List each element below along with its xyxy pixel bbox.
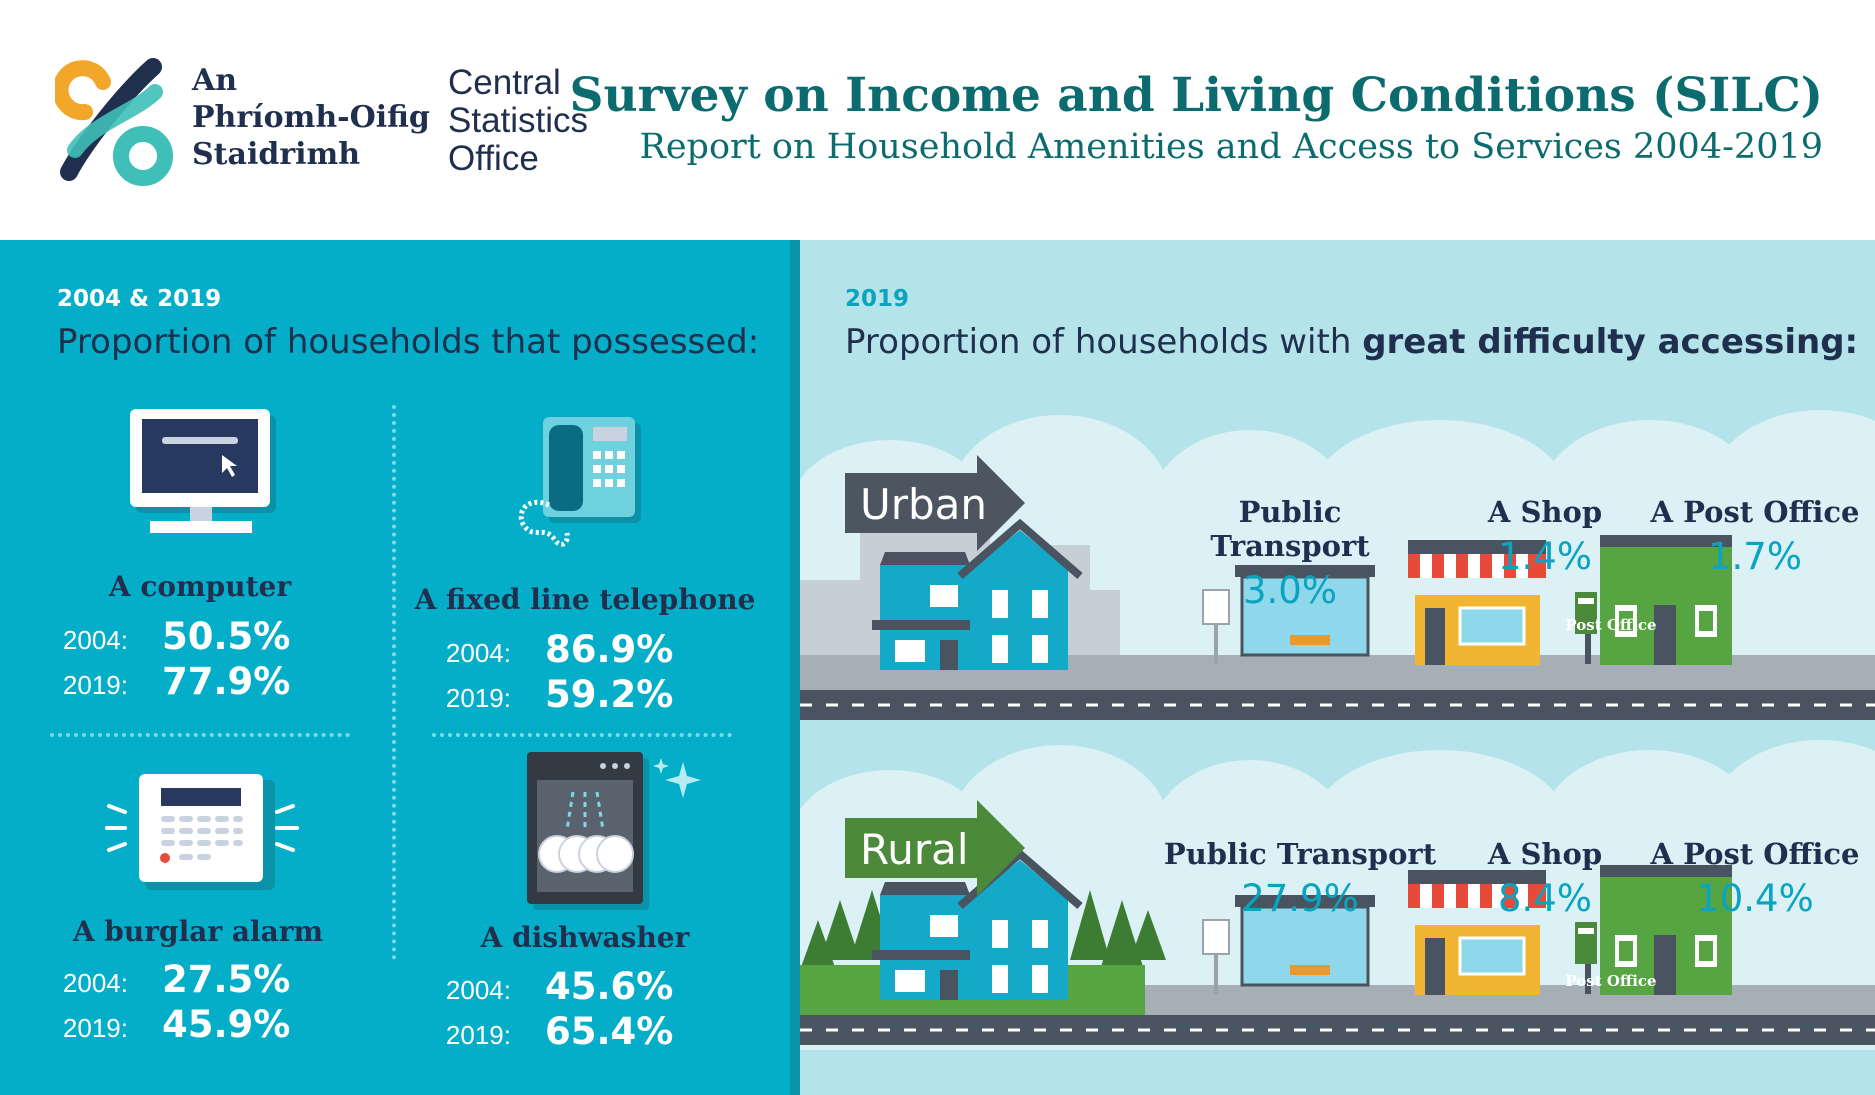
- urban-arrow-icon: [845, 455, 1025, 551]
- page-title-block: Survey on Income and Living Conditions (…: [570, 68, 1824, 170]
- access-heading-plain: Proportion of households with: [845, 322, 1363, 362]
- service-name: Public Transport: [1210, 495, 1370, 563]
- rural-arrow-icon: [845, 800, 1025, 896]
- urban-shop-stat: A Shop 1.4%: [1470, 495, 1620, 578]
- dishwasher-2019-row: 2019: 65.4%: [403, 1010, 763, 1053]
- urban-shop: [1408, 540, 1546, 665]
- dishwasher-icon: [527, 752, 701, 910]
- year-2004-label: 2004:: [445, 975, 511, 1005]
- service-value: 8.4%: [1498, 877, 1592, 920]
- rural-public-transport: Public Transport 27.9%: [1155, 837, 1445, 920]
- vertical-divider: [392, 405, 396, 960]
- telephone-2004-value: 86.9%: [545, 628, 674, 671]
- year-2019-label: 2019:: [62, 670, 128, 700]
- panel-divider: [790, 240, 800, 1095]
- urban-post-office: [1575, 535, 1732, 665]
- telephone-icon: [518, 417, 641, 547]
- rural-post-office-stat: A Post Office 10.4%: [1640, 837, 1870, 920]
- item-computer-name: A computer: [108, 570, 292, 603]
- telephone-2019-row: 2019: 59.2%: [403, 673, 763, 716]
- page-title: Survey on Income and Living Conditions (…: [569, 68, 1824, 123]
- dishwasher-2004-value: 45.6%: [545, 965, 674, 1008]
- horizontal-divider-left: [50, 733, 350, 737]
- rural-bus-stop: [1202, 895, 1375, 994]
- item-dishwasher-name: A dishwasher: [480, 921, 690, 954]
- year-2004-label: 2004:: [62, 625, 128, 655]
- year-2019-label: 2019:: [445, 683, 511, 713]
- year-2004-label: 2004:: [445, 638, 511, 668]
- computer-2004-row: 2004: 50.5%: [20, 615, 380, 658]
- urban-bus-stop: [1202, 565, 1375, 664]
- alarm-icon: [105, 774, 299, 890]
- header: An Phríomh-Oifig Staidrimh Central Stati…: [0, 0, 1875, 240]
- access-year-label: 2019: [845, 286, 910, 312]
- amenities-heading: Proportion of households that possessed:: [57, 322, 760, 362]
- service-value: 3.0%: [1243, 569, 1337, 612]
- rural-house: [872, 848, 1083, 1000]
- amenities-panel: 2004 & 2019 Proportion of households tha…: [0, 240, 790, 1095]
- computer-2004-value: 50.5%: [162, 615, 291, 658]
- computer-2019-value: 77.9%: [162, 660, 291, 703]
- cso-logo-icon: [55, 58, 173, 186]
- rural-post-office: [1575, 865, 1732, 995]
- access-heading-bold: great difficulty accessing:: [1362, 322, 1859, 362]
- dishwasher-2004-row: 2004: 45.6%: [403, 965, 763, 1008]
- service-name: Public Transport: [1163, 837, 1437, 871]
- urban-post-office-sign: Post Office: [1565, 616, 1657, 634]
- rural-shop: [1408, 870, 1546, 995]
- logo-irish-text: An Phríomh-Oifig Staidrimh: [192, 63, 430, 172]
- service-value: 10.4%: [1696, 877, 1814, 920]
- page-subtitle: Report on Household Amenities and Access…: [639, 127, 1823, 167]
- logo-english-text: Central Statistics Office: [448, 63, 589, 178]
- dishwasher-2019-value: 65.4%: [545, 1010, 674, 1053]
- alarm-2004-row: 2004: 27.5%: [20, 958, 380, 1001]
- rural-shop-stat: A Shop 8.4%: [1470, 837, 1620, 920]
- computer-icon: [130, 409, 276, 533]
- alarm-2019-row: 2019: 45.9%: [20, 1003, 380, 1046]
- urban-public-transport: Public Transport 3.0%: [1155, 495, 1425, 612]
- item-alarm-name: A burglar alarm: [72, 915, 324, 948]
- service-name: A Post Office: [1650, 495, 1860, 529]
- access-panel: 2019 Proportion of households with great…: [800, 240, 1875, 1095]
- access-heading: Proportion of households with great diff…: [845, 322, 1858, 362]
- amenities-year-label: 2004 & 2019: [57, 286, 222, 312]
- service-name: A Post Office: [1650, 837, 1860, 871]
- alarm-2019-value: 45.9%: [162, 1003, 291, 1046]
- urban-house: [872, 518, 1083, 670]
- service-value: 1.4%: [1498, 535, 1592, 578]
- service-value: 1.7%: [1708, 535, 1802, 578]
- year-2019-label: 2019:: [62, 1013, 128, 1043]
- service-value: 27.9%: [1241, 877, 1359, 920]
- service-name: A Shop: [1487, 495, 1603, 529]
- urban-label: Urban: [860, 480, 988, 529]
- year-2004-label: 2004:: [62, 968, 128, 998]
- computer-2019-row: 2019: 77.9%: [20, 660, 380, 703]
- horizontal-divider-right: [432, 733, 732, 737]
- item-telephone-name: A fixed line telephone: [414, 583, 756, 616]
- urban-post-office-stat: A Post Office 1.7%: [1640, 495, 1870, 578]
- rural-post-office-sign: Post Office: [1565, 972, 1657, 990]
- telephone-2004-row: 2004: 86.9%: [403, 628, 763, 671]
- telephone-2019-value: 59.2%: [545, 673, 674, 716]
- service-name: A Shop: [1487, 837, 1603, 871]
- alarm-2004-value: 27.5%: [162, 958, 291, 1001]
- year-2019-label: 2019:: [445, 1020, 511, 1050]
- rural-label: Rural: [860, 825, 969, 874]
